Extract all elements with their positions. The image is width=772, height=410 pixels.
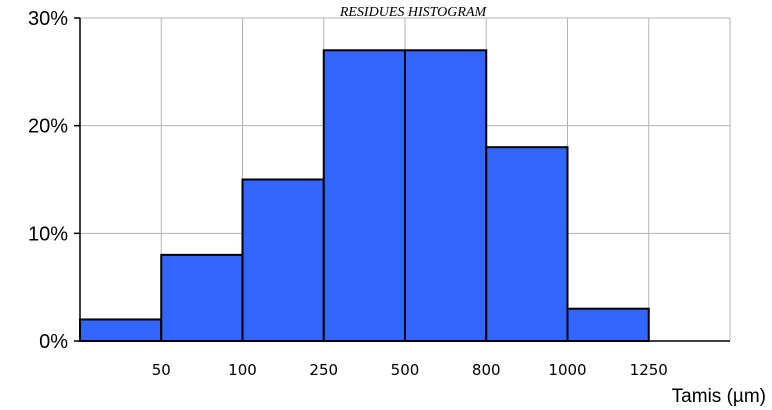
x-tick-label: 800 (472, 361, 501, 379)
x-tick-label: 100 (228, 361, 257, 379)
x-tick-label: 500 (391, 361, 420, 379)
x-tick-label: 250 (309, 361, 338, 379)
histogram-bar (160, 253, 244, 342)
y-tick-label: 0% (39, 331, 68, 353)
y-tick-label: 10% (28, 223, 68, 245)
x-tick-label: 1250 (630, 361, 668, 379)
histogram-bars (79, 49, 650, 343)
histogram-bar (566, 307, 650, 343)
x-tick-label: 50 (152, 361, 171, 379)
histogram-bar (79, 318, 163, 343)
chart-title: RESIDUES HISTOGRAM (339, 5, 488, 20)
x-tick-label: 1000 (548, 361, 586, 379)
y-tick-label: 30% (28, 8, 68, 30)
histogram-bar (322, 49, 406, 343)
histogram-bar (485, 146, 569, 342)
histogram-bar (241, 178, 325, 342)
histogram-bar (404, 49, 488, 343)
x-axis-label: Tamis (µm) (672, 386, 766, 407)
axes (74, 17, 730, 342)
y-tick-label: 20% (28, 116, 68, 138)
x-axis-tick-labels: 50 100 250 500 800 1000 1250 (152, 361, 668, 379)
y-axis-tick-labels: 0% 10% 20% 30% (28, 8, 68, 353)
